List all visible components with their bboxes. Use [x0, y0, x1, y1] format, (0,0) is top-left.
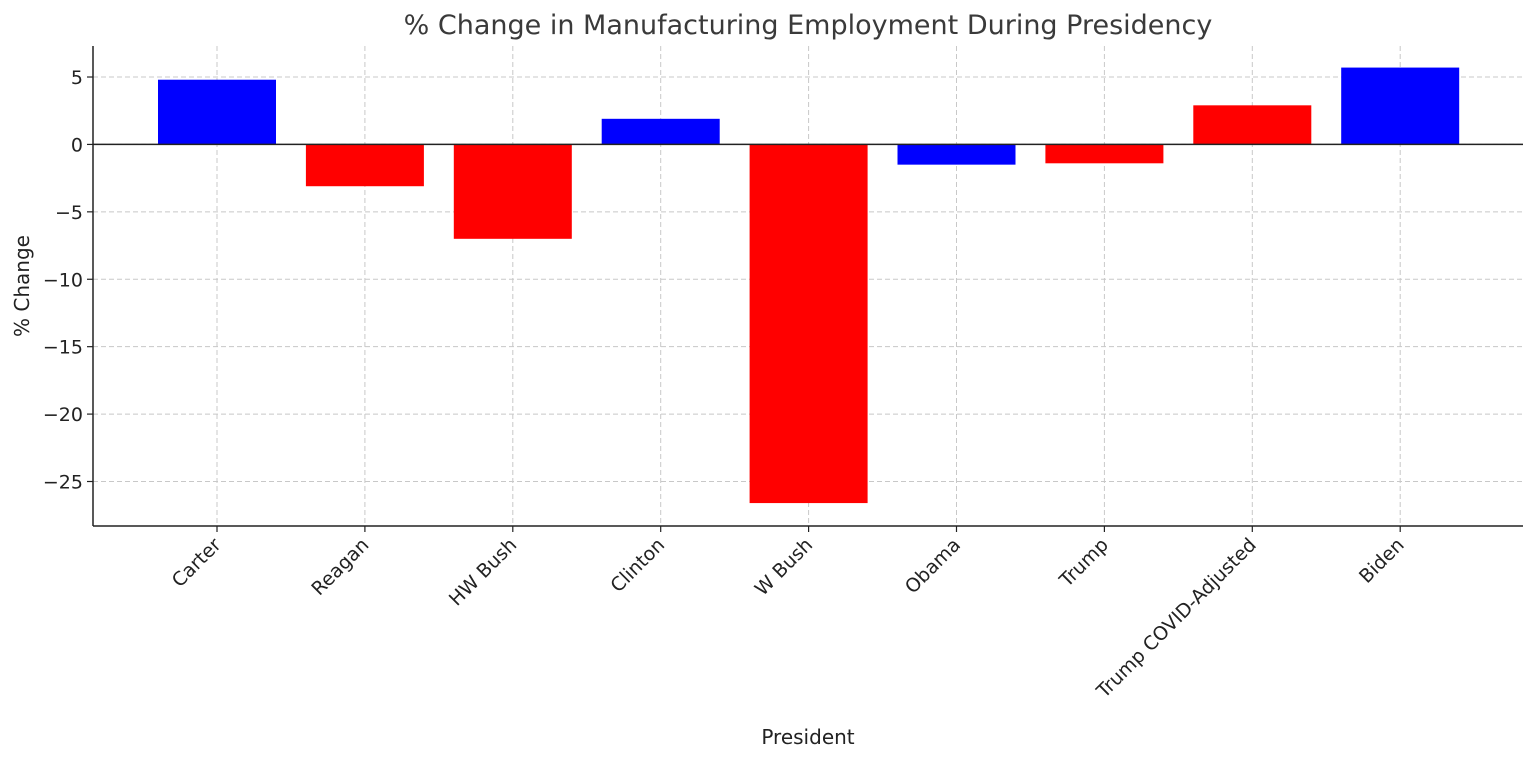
bar-clinton — [601, 118, 720, 145]
x-tick-label: Biden — [1355, 534, 1409, 588]
y-tick-label: −20 — [43, 404, 83, 426]
bar-trump-covid-adjusted — [1193, 105, 1312, 145]
y-tick-label: 0 — [71, 134, 83, 156]
x-tick-label: W Bush — [751, 534, 817, 600]
bar-carter — [158, 79, 276, 145]
bar-reagan — [305, 144, 424, 187]
x-tick-label: Trump — [1055, 534, 1113, 592]
y-tick-label: −5 — [55, 202, 83, 224]
bar-w-bush — [749, 144, 868, 504]
bars — [158, 67, 1460, 504]
x-tick-label: Carter — [168, 534, 226, 592]
y-tick-label: −10 — [43, 269, 83, 291]
chart-title: % Change in Manufacturing Employment Dur… — [404, 10, 1213, 41]
bar-trump — [1045, 144, 1164, 164]
y-tick-label: −15 — [43, 337, 83, 359]
bar-biden — [1341, 67, 1460, 145]
bar-hw-bush — [453, 144, 572, 239]
x-tick-label: Reagan — [307, 534, 373, 600]
x-tick-label: HW Bush — [445, 534, 521, 610]
x-tick-label: Trump COVID-Adjusted — [1092, 534, 1261, 703]
x-axis-title: President — [761, 725, 854, 749]
x-ticks: Carter Reagan HW Bush Clinton W Bush Obama Tru… — [168, 526, 1409, 703]
y-tick-label: 5 — [71, 67, 83, 89]
y-tick-label: −25 — [43, 472, 83, 494]
x-tick-label: Clinton — [606, 534, 669, 597]
x-tick-label: Obama — [901, 534, 965, 598]
y-axis-title: % Change — [10, 235, 34, 337]
y-ticks: 5 0 −5 −10 −15 −20 −25 — [43, 67, 93, 494]
bar-obama — [897, 144, 1016, 165]
